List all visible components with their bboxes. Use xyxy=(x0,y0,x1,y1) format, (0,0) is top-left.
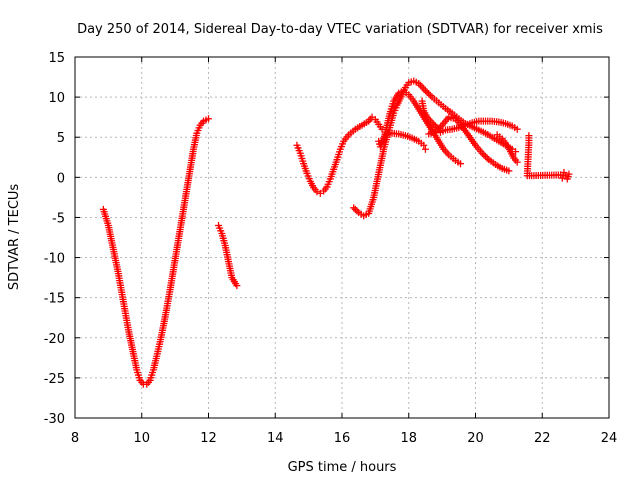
data-point xyxy=(436,123,444,131)
data-point xyxy=(351,205,359,213)
series-3 xyxy=(350,77,520,220)
grid xyxy=(74,56,610,419)
x-axis-label: GPS time / hours xyxy=(288,460,397,475)
data-point xyxy=(513,125,521,133)
data-point xyxy=(435,124,443,132)
series-6 xyxy=(418,97,521,136)
y-tick-label: 5 xyxy=(57,131,65,146)
series-2 xyxy=(293,113,386,197)
y-tick-label: 15 xyxy=(48,51,65,66)
x-tick-label: 16 xyxy=(334,431,351,446)
data-point xyxy=(421,87,429,95)
data-point xyxy=(313,188,321,196)
data-point xyxy=(421,145,429,153)
y-tick-label: 0 xyxy=(57,171,65,186)
y-tick-label: -25 xyxy=(44,372,65,387)
chart-title: Day 250 of 2014, Sidereal Day-to-day VTE… xyxy=(77,22,603,37)
y-axis-label: SDTVAR / TECUs xyxy=(7,184,22,291)
x-tick-label: 20 xyxy=(467,431,484,446)
y-tick-label: -20 xyxy=(44,332,65,347)
series-8 xyxy=(493,131,521,166)
data-point xyxy=(350,204,358,212)
data-point xyxy=(431,128,439,136)
data-point xyxy=(430,120,438,128)
data-point xyxy=(420,141,428,149)
data-point xyxy=(478,149,486,157)
data-point xyxy=(560,169,568,177)
series-9 xyxy=(523,132,573,183)
series-1 xyxy=(215,221,241,290)
data-point xyxy=(425,90,433,98)
data-point xyxy=(456,160,464,168)
y-tick-label: -30 xyxy=(44,412,65,427)
data-point xyxy=(428,119,436,127)
data-point xyxy=(233,282,241,290)
axis-ticks: 8 10 12 14 16 18 20 22 24 -30 -25 -20 -15 -10 -5 0 5 10 15 xyxy=(44,51,618,446)
y-tick-label: -10 xyxy=(44,252,65,267)
data-point xyxy=(423,88,431,96)
data-point xyxy=(565,170,573,178)
data-point xyxy=(505,167,513,175)
data-point xyxy=(513,158,521,166)
x-tick-label: 10 xyxy=(133,431,150,446)
x-tick-label: 22 xyxy=(534,431,551,446)
data-point xyxy=(433,126,441,134)
series-7 xyxy=(425,113,513,175)
x-tick-label: 18 xyxy=(400,431,417,446)
data-point xyxy=(483,154,491,162)
y-tick-label: -15 xyxy=(44,292,65,307)
x-tick-label: 8 xyxy=(71,431,79,446)
data-point xyxy=(205,115,212,123)
x-tick-label: 14 xyxy=(267,431,284,446)
series-5 xyxy=(375,129,429,153)
data-point xyxy=(426,92,434,100)
y-tick-label: 10 xyxy=(48,91,65,106)
data-point xyxy=(480,151,488,159)
data-point xyxy=(482,152,490,160)
series-0 xyxy=(99,115,212,388)
x-tick-label: 12 xyxy=(200,431,217,446)
y-tick-label: -5 xyxy=(52,211,65,226)
data-markers xyxy=(99,77,573,388)
x-tick-label: 24 xyxy=(601,431,618,446)
data-point xyxy=(353,207,361,215)
